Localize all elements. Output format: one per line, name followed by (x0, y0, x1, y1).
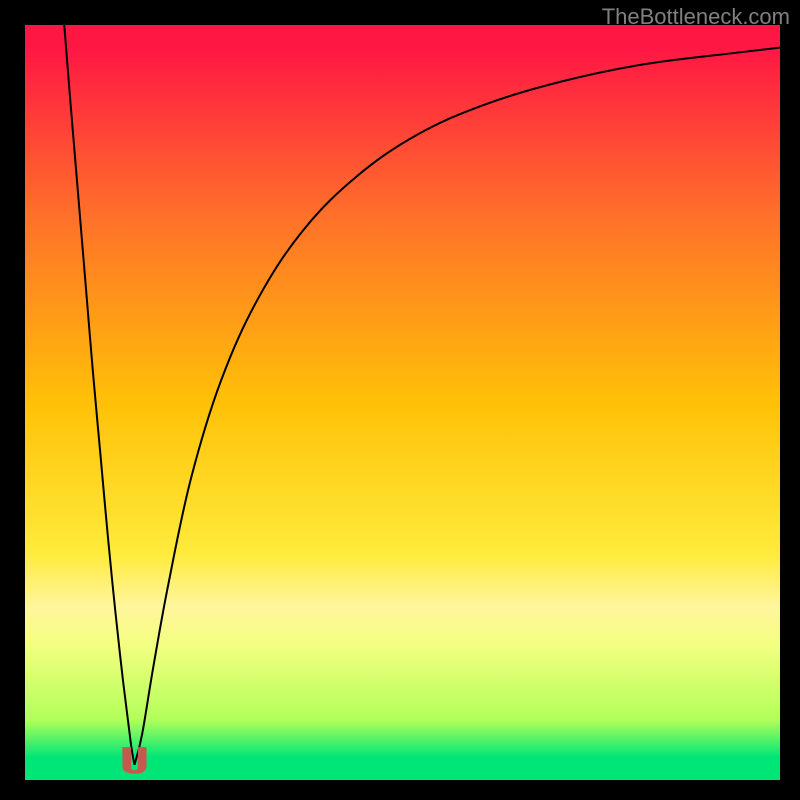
chart-svg (0, 0, 800, 800)
watermark-text: TheBottleneck.com (602, 4, 790, 30)
bottleneck-chart: TheBottleneck.com (0, 0, 800, 800)
